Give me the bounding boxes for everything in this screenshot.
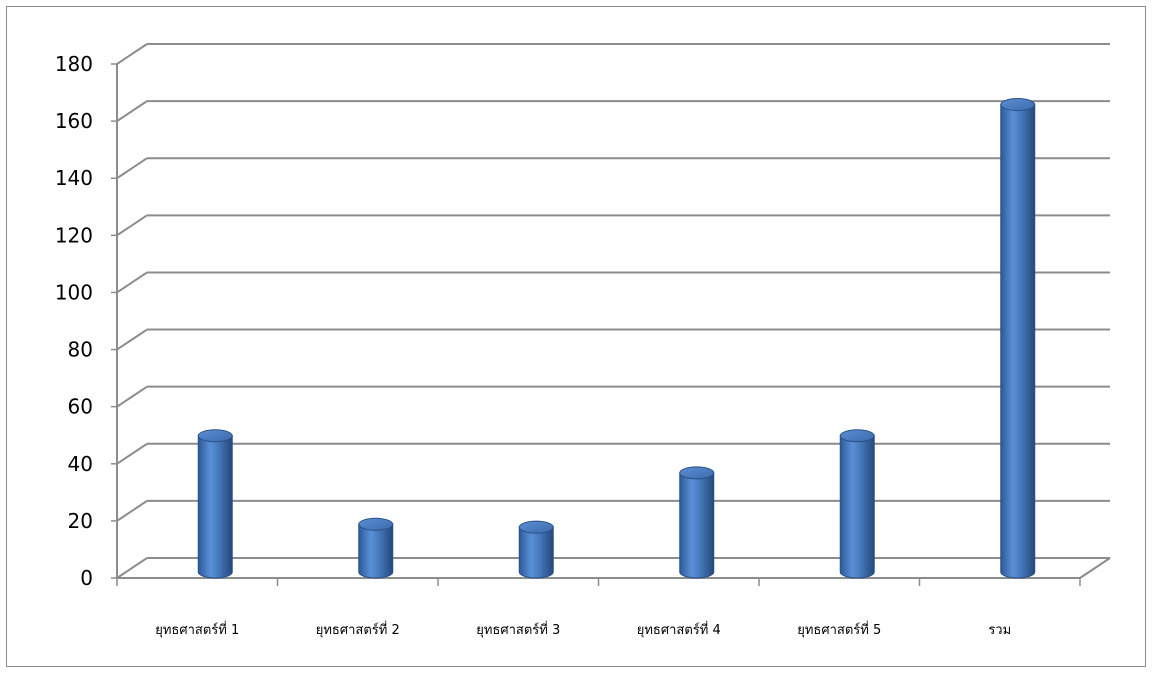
y-tick-label: 160	[55, 109, 93, 133]
y-tick-label: 60	[68, 395, 93, 419]
grid-line-wall	[116, 100, 148, 122]
floor-edge	[1079, 557, 1111, 579]
grid-line-wall	[116, 385, 148, 408]
y-tick-label: 40	[68, 452, 93, 476]
y-tick-label: 140	[55, 166, 93, 190]
grid-line-wall	[116, 271, 148, 294]
x-tick-label: ยุทธศาสตร์ที่ 2	[316, 621, 400, 638]
y-tick-label: 0	[80, 566, 93, 590]
x-axis-labels: ยุทธศาสตร์ที่ 1 ยุทธศาสตร์ที่ 2 ยุทธศาสตร์…	[155, 621, 1011, 638]
grid-line-wall	[116, 157, 148, 180]
x-tick-label: ยุทธศาสตร์ที่ 4	[637, 621, 721, 638]
y-tick-label: 120	[55, 223, 93, 247]
chart-frame	[6, 6, 1146, 667]
y-tick-label: 180	[55, 52, 93, 76]
grid-line-wall	[116, 214, 148, 237]
grid-line-wall	[116, 442, 148, 465]
bar	[518, 520, 554, 579]
y-tick-label: 100	[55, 280, 93, 304]
grid-line-wall	[116, 43, 148, 65]
bar	[839, 429, 875, 579]
grid-lines	[116, 43, 1110, 579]
x-tick-label: รวม	[988, 623, 1011, 638]
grid-line-wall	[116, 557, 148, 579]
x-tick-label: ยุทธศาสตร์ที่ 1	[155, 621, 239, 638]
bar	[358, 517, 394, 579]
grid-line-wall	[116, 328, 148, 351]
grid-line-wall	[116, 500, 148, 522]
bar	[1000, 98, 1036, 579]
y-tick-label: 80	[68, 338, 93, 362]
bars	[197, 98, 1036, 579]
x-tick-label: ยุทธศาสตร์ที่ 3	[476, 621, 560, 638]
bar	[197, 429, 233, 579]
y-axis-ticks: 0 20 40 60 80 100 120 140 160 180	[55, 52, 117, 590]
y-tick-label: 20	[68, 509, 93, 533]
x-tick-label: ยุทธศาสตร์ที่ 5	[797, 621, 881, 638]
bar	[679, 466, 715, 579]
axes	[116, 64, 1111, 586]
